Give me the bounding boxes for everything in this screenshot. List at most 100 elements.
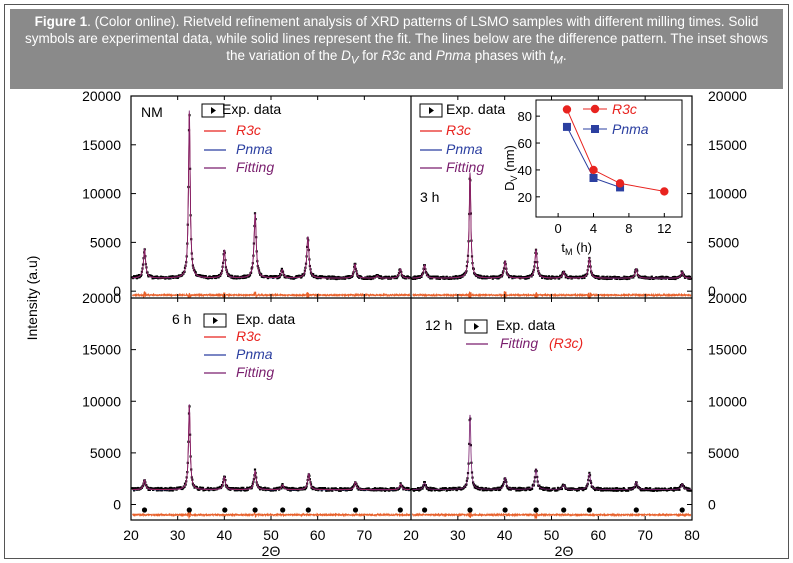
exp-data-point: [278, 276, 281, 279]
exp-data-point: [605, 489, 608, 492]
inset-ylabel-main: D: [502, 181, 517, 190]
nm-legend-fitting: Fitting: [236, 159, 274, 175]
nm-y-tick-label: 15000: [82, 137, 121, 153]
exp-data-point: [402, 275, 406, 278]
exp-data-point: [227, 273, 230, 276]
exp-data-point: [617, 488, 620, 492]
exp-data-point: [458, 274, 461, 278]
exp-data-point: [645, 489, 648, 492]
exp-data-point: [531, 487, 534, 490]
h3-legend-exp: Exp. data: [446, 101, 505, 117]
6h-y-tick-label: 20000: [82, 290, 121, 306]
12h-exp-data-points: [411, 417, 692, 492]
exp-data-point: [551, 275, 554, 278]
exp-data-point: [676, 488, 679, 491]
exp-data-point: [483, 275, 486, 278]
3h-y-tick-label: 5000: [708, 234, 739, 250]
h3-legend-exp-symbol-arrow: [429, 107, 434, 114]
3h-y-tick-label: 15000: [708, 137, 747, 153]
inset-x-tick-label: 0: [555, 221, 562, 236]
exp-data-point: [613, 275, 616, 278]
exp-data-point: [597, 275, 600, 278]
x-tick-label: 50: [544, 527, 560, 543]
exp-data-point: [169, 277, 172, 280]
exp-data-point: [583, 276, 586, 279]
exp-data-point: [315, 274, 318, 277]
exp-data-point: [577, 489, 580, 492]
h6-legend-exp-symbol-arrow: [213, 317, 218, 324]
exp-data-point: [569, 275, 572, 278]
inset-xlabel-main: t: [561, 240, 565, 255]
exp-data-point: [558, 277, 561, 280]
exp-data-point: [576, 489, 579, 492]
3h-y-tick-label: 0: [708, 283, 716, 299]
exp-data-point: [524, 275, 527, 278]
exp-data-point: [546, 486, 549, 490]
exp-data-point: [304, 486, 308, 490]
exp-data-point: [200, 274, 203, 277]
exp-data-point: [253, 468, 257, 471]
12h-difference-curve: [411, 511, 692, 520]
figure-caption: Figure 1. (Color online). Rietveld refin…: [10, 9, 783, 89]
caption-dv-sub: V: [350, 54, 359, 67]
x-tick-label: 60: [591, 527, 607, 543]
exp-data-point: [660, 277, 663, 280]
exp-data-point: [371, 275, 374, 278]
exp-data-point: [387, 275, 390, 278]
exp-data-point: [329, 277, 332, 280]
exp-data-point: [478, 488, 481, 491]
6h-difference-curve: [132, 511, 411, 519]
x-tick-label: 20: [123, 527, 139, 543]
12h-y-tick-label: 5000: [708, 445, 739, 461]
exp-data-point: [518, 489, 521, 492]
exp-data-point: [614, 487, 617, 490]
exp-data-point: [168, 275, 171, 278]
exp-data-point: [428, 488, 431, 491]
exp-data-point: [207, 277, 210, 280]
6h-y-tick-label: 5000: [90, 445, 121, 461]
exp-data-point: [526, 275, 529, 278]
h3-legend-r3c: R3c: [446, 122, 471, 138]
12h-bragg-mark: [467, 507, 473, 513]
12h-bragg-mark: [502, 507, 508, 513]
nm-legend-exp: Exp. data: [222, 101, 281, 117]
nm-exp-data-points: [131, 114, 411, 281]
exp-data-point: [545, 275, 548, 278]
exp-data-point: [401, 484, 404, 488]
inset-y-tick-label: 60: [518, 136, 532, 151]
exp-data-point: [528, 486, 531, 489]
exp-data-point: [452, 275, 455, 278]
exp-data-point: [553, 487, 556, 490]
inset-y-tick-label: 40: [518, 163, 532, 178]
inset-xlabel-sub: M: [565, 247, 573, 257]
inset-r3c-point: [589, 165, 598, 175]
exp-data-point: [225, 484, 229, 487]
h3-legend-pnma: Pnma: [446, 141, 483, 157]
exp-data-point: [610, 489, 613, 492]
exp-data-point: [689, 277, 692, 280]
6h-r3c-curve: [132, 405, 410, 491]
y-axis-label: Intensity (a.u): [24, 256, 40, 341]
x-tick-label: 50: [263, 527, 279, 543]
exp-data-point: [613, 489, 616, 492]
exp-data-point: [427, 486, 430, 490]
exp-data-point: [242, 276, 245, 279]
exp-data-point: [399, 482, 402, 485]
x-tick-label: 60: [310, 527, 326, 543]
caption-text-e: .: [562, 48, 567, 63]
exp-data-point: [568, 487, 571, 490]
exp-data-point: [592, 274, 595, 277]
exp-data-point: [495, 488, 498, 491]
exp-data-point: [484, 487, 488, 490]
exp-data-point: [276, 277, 279, 280]
inset-legend-pnma: Pnma: [612, 121, 649, 137]
12h-bragg-mark: [422, 507, 428, 513]
exp-data-point: [237, 487, 240, 490]
exp-data-point: [476, 274, 479, 277]
nm-y-tick-label: 10000: [82, 186, 121, 202]
exp-data-point: [135, 275, 138, 278]
h3-sample-label: 3 h: [420, 189, 439, 205]
exp-data-point: [511, 277, 514, 280]
h12-legend-fitting: Fitting: [500, 335, 538, 351]
